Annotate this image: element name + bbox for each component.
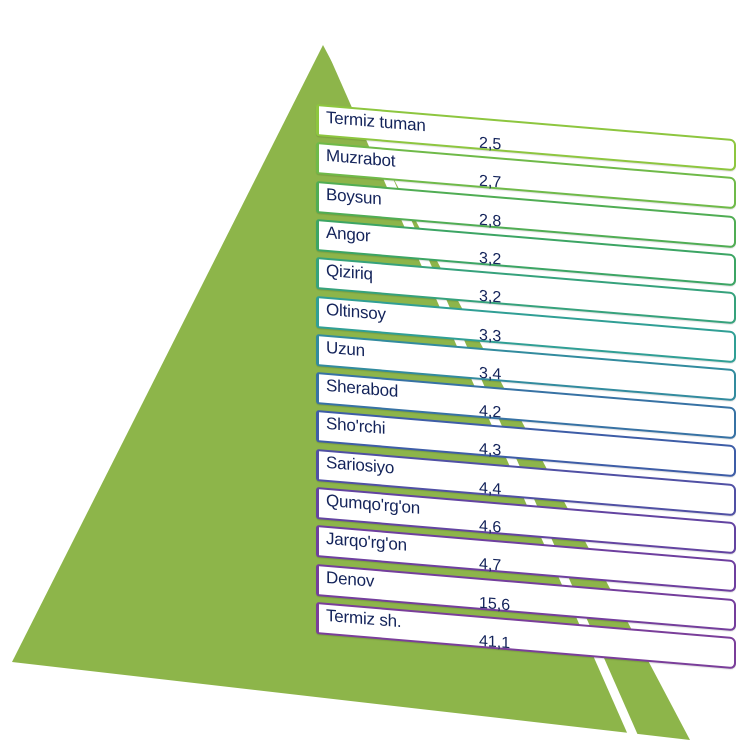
row-value: 2,5	[479, 134, 502, 154]
row-label: Sariosiyo	[326, 452, 395, 478]
row-label: Angor	[326, 222, 371, 246]
row-value: 2,7	[479, 172, 502, 192]
row-value: 3,2	[479, 287, 502, 307]
row-label: Boysun	[326, 184, 382, 209]
row-label: Denov	[326, 567, 375, 591]
row-label: Termiz sh.	[326, 605, 402, 632]
row-value: 4,3	[479, 441, 502, 460]
row-value: 3,3	[479, 326, 502, 346]
row-value: 41,1	[479, 632, 511, 653]
row-label: Sherabod	[326, 375, 399, 401]
row-value: 4,7	[479, 555, 502, 575]
row-value: 15,6	[479, 594, 511, 614]
row-label: Sho'rchi	[326, 414, 386, 439]
row-label: Oltinsoy	[326, 299, 386, 324]
row-label: Qumqo'rg'on	[326, 490, 421, 518]
value-table: Termiz tuman 2,5 Muzrabot 2,7 Boysun 2,8 Angor…	[316, 104, 736, 739]
row-label: Muzrabot	[326, 146, 396, 171]
row-value: 3,4	[479, 364, 502, 384]
row-value: 3,2	[479, 249, 502, 269]
row-value: 4,2	[479, 402, 502, 422]
row-label: Jarqo'rg'on	[326, 529, 407, 555]
row-label: Qiziriq	[326, 261, 373, 284]
row-label: Uzun	[326, 337, 365, 360]
row-value: 2,8	[479, 211, 502, 231]
row-value: 4,4	[479, 479, 502, 499]
row-label: Termiz tuman	[326, 107, 426, 136]
row-value: 4,6	[479, 517, 502, 537]
